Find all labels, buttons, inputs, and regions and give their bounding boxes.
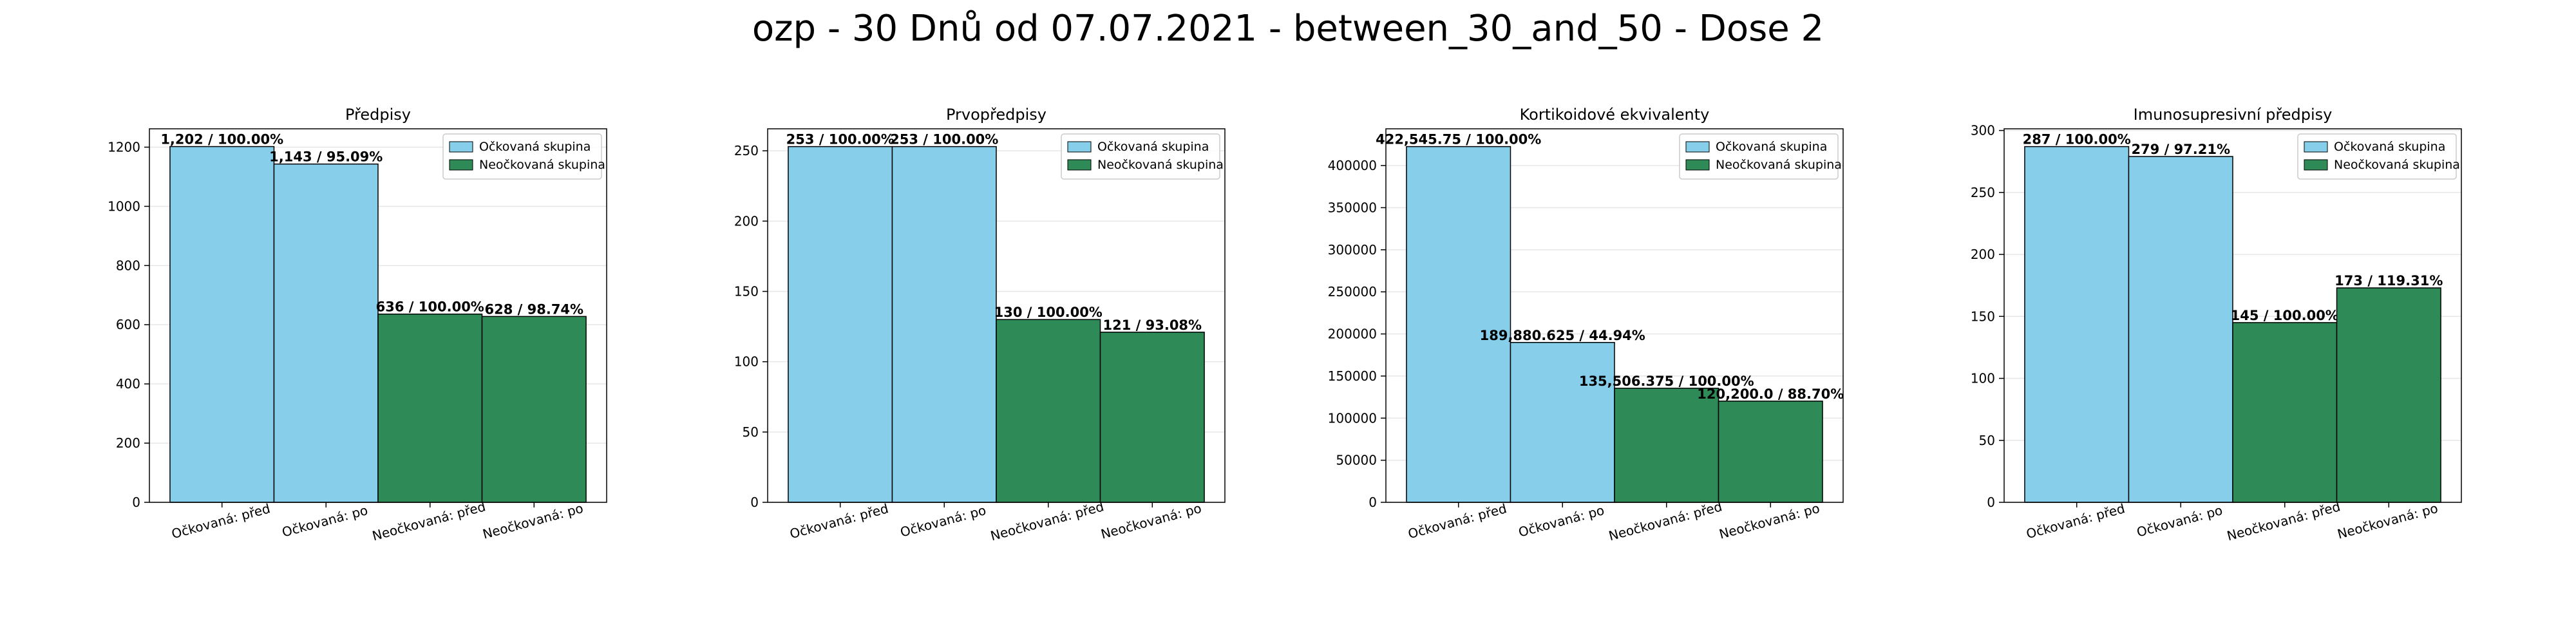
bar-unvaccinated	[377, 313, 483, 503]
legend-swatch-vaccinated	[449, 141, 473, 153]
legend-label-unvaccinated: Neočkovaná skupina	[479, 158, 605, 172]
x-tick-label: Neočkovaná: po	[481, 500, 585, 542]
bar-value-label: 1,202 / 100.00%	[160, 132, 283, 147]
y-tick-label: 0	[132, 495, 140, 510]
bar-unvaccinated	[481, 316, 587, 503]
bar-value-label: 1,143 / 95.09%	[269, 149, 383, 165]
legend-label-vaccinated: Očkovaná skupina	[479, 140, 591, 154]
legend-box	[442, 133, 602, 180]
y-tick-label: 400	[116, 376, 140, 392]
y-tick-label: 1000	[108, 198, 140, 214]
panel-title: Předpisy	[345, 106, 411, 124]
bar-value-label: 636 / 100.00%	[376, 299, 484, 315]
bar-value-label: 628 / 98.74%	[484, 301, 583, 317]
plot-frame	[149, 128, 607, 503]
bar-vaccinated	[273, 163, 379, 503]
x-tick-label: Očkovaná: po	[280, 502, 369, 540]
y-tick-label: 800	[116, 258, 140, 273]
y-tick-label: 600	[116, 317, 140, 332]
x-tick-label: Neočkovaná: před	[370, 498, 487, 544]
bar-vaccinated	[169, 146, 275, 503]
legend-swatch-unvaccinated	[449, 159, 473, 171]
y-tick-label: 1200	[108, 139, 140, 155]
x-tick-label: Očkovaná: před	[170, 500, 272, 542]
figure-title: ozp - 30 Dnů od 07.07.2021 - between_30_…	[752, 8, 1824, 50]
y-tick-label: 200	[116, 435, 140, 451]
